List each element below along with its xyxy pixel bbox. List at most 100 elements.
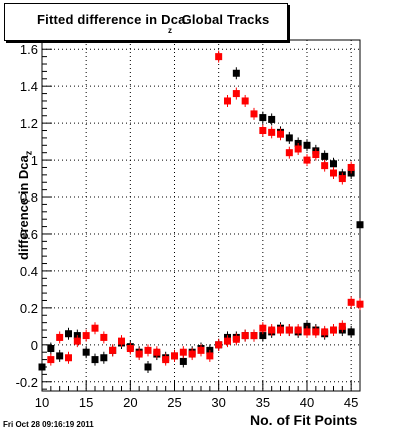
- point-marker: [126, 345, 134, 353]
- data-point: [241, 94, 249, 107]
- point-marker: [188, 350, 196, 358]
- point-marker: [162, 356, 170, 364]
- point-marker: [294, 145, 302, 153]
- y-tick-label: -0.2: [16, 375, 38, 390]
- point-marker: [321, 152, 329, 160]
- x-tick-label: 40: [300, 395, 314, 410]
- point-marker: [224, 337, 231, 345]
- point-marker: [100, 354, 108, 362]
- data-point: [224, 94, 231, 107]
- data-point: [82, 329, 90, 342]
- data-point: [303, 154, 311, 167]
- data-point: [118, 335, 125, 348]
- data-point: [215, 338, 223, 351]
- point-marker: [312, 151, 320, 159]
- data-point: [285, 131, 293, 144]
- data-point: [56, 331, 64, 344]
- data-point: [321, 325, 329, 338]
- data-point: [171, 349, 178, 362]
- point-marker: [82, 348, 90, 356]
- point-marker: [338, 322, 346, 330]
- data-point: [47, 353, 55, 366]
- y-axis-label-subscript: z: [23, 150, 34, 156]
- point-marker: [118, 337, 125, 345]
- point-marker: [47, 345, 55, 353]
- x-tick-label: 10: [35, 395, 49, 410]
- point-marker: [356, 221, 364, 229]
- point-marker: [259, 127, 267, 135]
- chart-title: Fitted difference in DcaGlobal Tracks: [37, 12, 269, 27]
- point-marker: [259, 324, 267, 332]
- y-tick-label: 0.6: [20, 227, 38, 242]
- y-tick-label: 1.2: [20, 116, 38, 131]
- point-marker: [232, 69, 240, 77]
- point-marker: [56, 333, 64, 341]
- plot-border: [41, 39, 361, 392]
- data-series: [38, 50, 364, 373]
- data-point: [179, 346, 187, 359]
- data-point: [56, 349, 64, 362]
- axis-ticks: 10 15 20 25 30 35 40 45 -0.2 0 0.2 0.4 0.6 0.8 1 1.2 1.4…: [16, 41, 361, 410]
- data-point: [38, 360, 46, 373]
- x-tick-label: 30: [211, 395, 225, 410]
- point-marker: [215, 53, 223, 61]
- x-tick-label: 35: [256, 395, 270, 410]
- point-marker: [250, 332, 258, 340]
- y-tick-label: 0.4: [20, 264, 38, 279]
- y-tick-label: 1.6: [20, 42, 38, 57]
- point-marker: [197, 346, 205, 354]
- point-marker: [56, 352, 64, 360]
- data-point: [232, 67, 240, 80]
- data-point: [259, 111, 267, 124]
- point-marker: [171, 352, 178, 360]
- point-marker: [65, 330, 72, 338]
- data-point: [356, 298, 364, 311]
- point-marker: [303, 328, 311, 336]
- x-tick-label: 45: [344, 395, 358, 410]
- point-marker: [268, 326, 276, 334]
- x-axis-label: No. of Fit Points: [250, 412, 358, 428]
- y-tick-label: 0: [31, 338, 38, 353]
- point-marker: [206, 352, 214, 360]
- point-marker: [73, 337, 81, 345]
- data-point: [330, 324, 337, 337]
- point-marker: [109, 346, 117, 354]
- data-point: [100, 351, 108, 364]
- point-marker: [100, 333, 108, 341]
- data-point: [232, 333, 240, 346]
- point-marker: [330, 160, 337, 168]
- point-marker: [285, 134, 293, 142]
- point-marker: [250, 110, 258, 118]
- data-point: [91, 322, 99, 335]
- point-marker: [303, 141, 311, 149]
- data-point: [347, 296, 355, 309]
- point-marker: [277, 130, 284, 138]
- data-point: [250, 107, 258, 120]
- x-tick-label: 25: [167, 395, 181, 410]
- data-point: [162, 353, 170, 366]
- point-marker: [224, 97, 231, 105]
- point-marker: [153, 348, 161, 356]
- x-tick-label: 15: [79, 395, 93, 410]
- data-point: [126, 342, 134, 355]
- point-marker: [338, 175, 346, 183]
- point-marker: [330, 326, 337, 334]
- point-marker: [321, 328, 329, 336]
- point-marker: [215, 341, 223, 349]
- data-point: [259, 322, 267, 335]
- point-marker: [303, 156, 311, 164]
- data-point: [277, 324, 284, 337]
- point-marker: [91, 356, 99, 364]
- point-marker: [330, 169, 337, 177]
- data-point: [91, 353, 99, 366]
- point-marker: [347, 163, 355, 171]
- data-point: [100, 331, 108, 344]
- data-point: [232, 87, 240, 100]
- point-marker: [47, 356, 55, 364]
- point-marker: [241, 97, 249, 105]
- data-point: [312, 325, 320, 338]
- point-marker: [179, 348, 187, 356]
- point-marker: [277, 326, 284, 334]
